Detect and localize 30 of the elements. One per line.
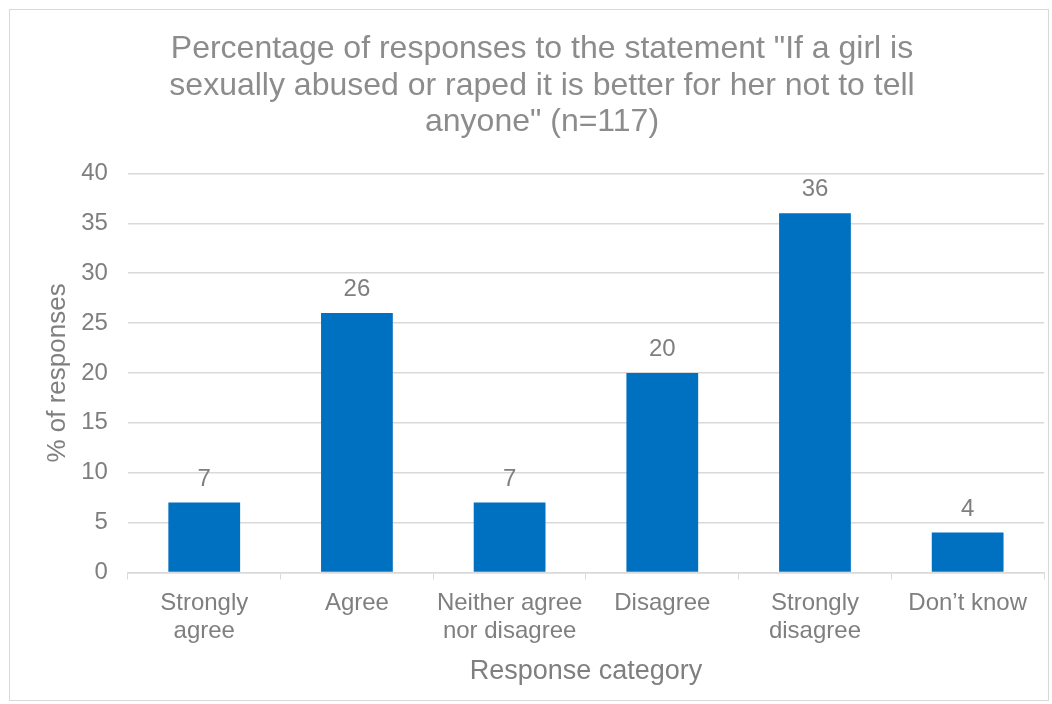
y-axis-title: % of responses [40,283,71,463]
x-tick-label: Agree [324,588,389,616]
y-tick-label: 40 [81,158,108,186]
x-tick-label: Don’t know [908,588,1028,616]
bar [321,313,393,572]
y-tick-label: 10 [81,457,108,485]
data-label: 4 [960,493,975,521]
data-label: 36 [801,174,829,202]
x-tick-label: Strongly agree [160,588,249,644]
bar [168,502,241,572]
data-label: 20 [648,333,676,361]
x-tick-label: Disagree [614,588,711,616]
y-tick-label: 25 [81,307,108,335]
bar [931,532,1004,572]
x-tick-label: Strongly disagree [768,588,862,644]
y-tick-label: 20 [81,357,108,385]
y-tick-label: 5 [94,507,108,535]
y-tick-label: 30 [81,257,108,285]
bar [626,372,699,572]
y-tick-label: 0 [94,557,108,585]
data-label: 7 [502,463,517,491]
x-axis-title: Response category [469,655,703,686]
data-label: 7 [197,463,211,491]
chart-title: Percentage of responses to the statement "If a girl is sexually abused or raped it is better for her not to tell anyone" (n=117) [169,29,915,139]
bar [473,502,546,572]
y-tick-label: 35 [81,207,108,235]
x-tick-label: Neither agree nor disagree [436,588,583,644]
y-tick-label: 15 [81,407,108,435]
bar [779,213,851,572]
data-label: 26 [343,274,371,302]
